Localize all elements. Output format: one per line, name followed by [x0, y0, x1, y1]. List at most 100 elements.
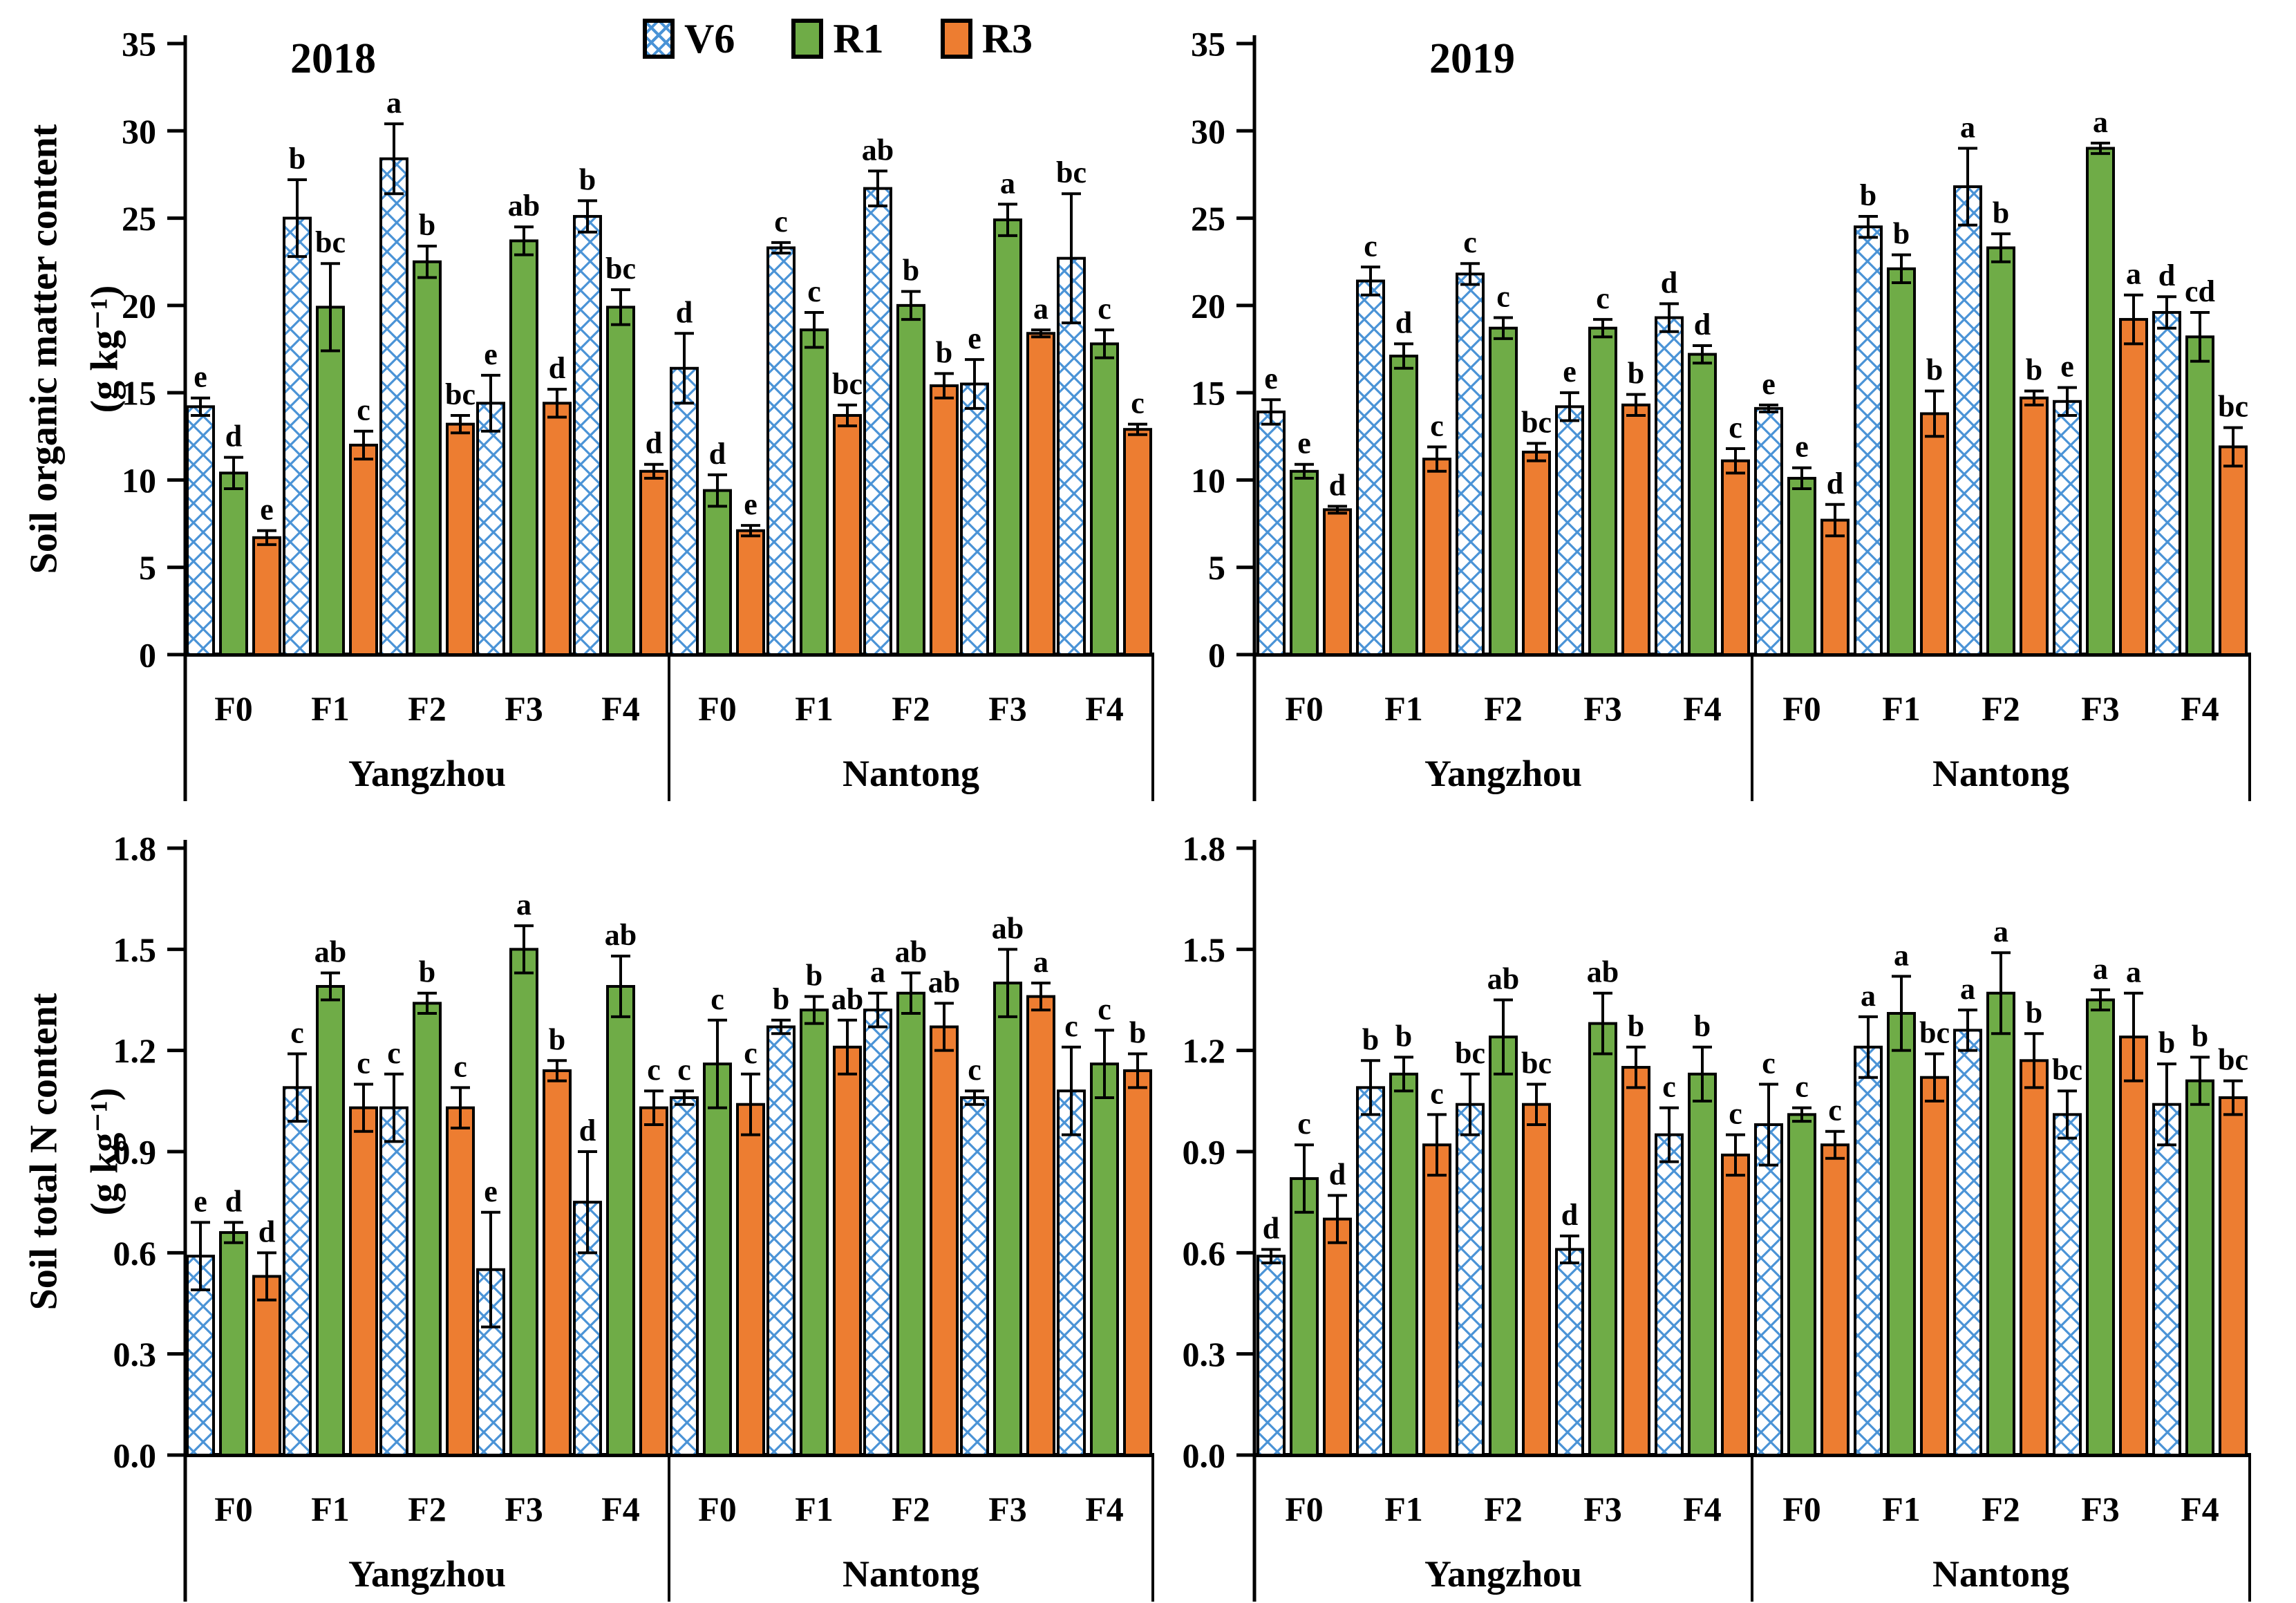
bar-v6: [2152, 310, 2181, 656]
bar-r1: [1887, 267, 1916, 656]
bar-r3: [1920, 1076, 1949, 1456]
bar-r1: [1489, 326, 1518, 656]
bar-r1: [2185, 335, 2214, 656]
sig-letter: ab: [895, 935, 927, 968]
bar-r1: [509, 948, 538, 1457]
bar-r1: [2086, 998, 2115, 1456]
bar-v6: [863, 187, 892, 656]
bar-r3: [930, 384, 959, 656]
sig-letter: b: [1993, 196, 2009, 229]
sig-letter: e: [260, 493, 274, 527]
legend-item-r1: R1: [791, 18, 884, 59]
y-tick-label: 20: [1191, 286, 1225, 325]
sig-letter: e: [1563, 355, 1577, 388]
sig-letter: c: [453, 1049, 467, 1083]
legend-label-r3: R3: [981, 16, 1033, 62]
bar-v6: [2053, 1113, 2082, 1457]
bar-v6: [186, 405, 215, 656]
bar-r3: [1123, 428, 1152, 656]
sig-letter: a: [2126, 257, 2141, 291]
treatment-label: F3: [1583, 1490, 1622, 1528]
y-tick-label: 35: [1191, 25, 1225, 64]
y-axis-label: Soil organic matter content: [23, 124, 66, 574]
sig-letter: a: [870, 955, 885, 989]
sig-letter: b: [1129, 1016, 1146, 1050]
sig-letter: b: [2192, 1019, 2208, 1053]
sig-letter: d: [1561, 1198, 1578, 1232]
y-tick-label: 0: [139, 636, 156, 675]
crosshatch-swatch-icon: [643, 19, 675, 59]
treatment-label: F1: [795, 689, 834, 728]
bar-r3: [446, 422, 475, 656]
bar-r3: [1522, 451, 1551, 656]
treatment-label: F1: [1384, 689, 1423, 728]
bar-r3: [1422, 1143, 1451, 1456]
sig-letter: d: [225, 1184, 242, 1218]
sig-letter: ab: [1587, 955, 1619, 989]
sig-letter: c: [1795, 1070, 1809, 1104]
sig-letter: c: [1064, 1009, 1078, 1043]
y-tick-label: 30: [122, 112, 156, 151]
sig-letter: e: [2060, 350, 2074, 384]
bar-r1: [1588, 326, 1617, 656]
sig-letter: c: [1463, 225, 1477, 259]
sig-letter: c: [677, 1053, 691, 1087]
sig-letter: e: [1297, 426, 1311, 460]
sig-letter: ab: [862, 133, 894, 167]
sig-letter: c: [290, 1016, 304, 1050]
bar-v6: [1257, 1255, 1286, 1456]
bar-v6: [1057, 256, 1086, 657]
sig-letter: c: [1430, 1076, 1444, 1110]
treatment-label: F4: [1085, 689, 1124, 728]
y-tick-label: 0.3: [113, 1335, 157, 1374]
sig-letter: bc: [1521, 1046, 1552, 1080]
bar-r1: [606, 984, 635, 1456]
bar-r1: [1389, 1072, 1418, 1457]
y-tick-label: 5: [139, 548, 156, 587]
sig-letter: c: [1496, 280, 1510, 314]
bar-v6: [960, 1096, 989, 1456]
bar-r1: [413, 260, 442, 656]
y-tick-label: 15: [1191, 374, 1225, 413]
sig-letter: e: [744, 487, 758, 521]
site-label: Nantong: [1932, 1553, 2069, 1595]
sig-letter: a: [1033, 945, 1048, 979]
treatment-label: F3: [505, 1490, 543, 1528]
sig-letter: cd: [2185, 274, 2215, 308]
bar-r3: [1422, 458, 1451, 656]
bar-r3: [2119, 1035, 2148, 1456]
bar-r1: [1986, 991, 2015, 1456]
sig-letter: c: [1297, 1107, 1311, 1141]
sig-letter: a: [386, 86, 402, 120]
sig-letter: d: [709, 437, 726, 471]
bar-r1: [703, 1062, 732, 1456]
bar-r3: [349, 443, 378, 657]
sig-letter: a: [1993, 915, 2008, 948]
sig-letter: b: [419, 955, 435, 989]
treatment-label: F3: [505, 689, 543, 728]
bar-r3: [1920, 412, 1949, 656]
y-tick-label: 10: [122, 461, 156, 500]
treatment-label: F4: [601, 689, 640, 728]
y-tick-label: 15: [122, 374, 156, 413]
treatment-label: F2: [408, 1490, 446, 1528]
sig-letter: ab: [314, 935, 346, 968]
treatment-label: F4: [2181, 689, 2219, 728]
bar-r3: [1820, 1143, 1850, 1456]
bar-r3: [1522, 1103, 1551, 1456]
sig-letter: b: [1628, 357, 1644, 391]
sig-letter: d: [579, 1114, 596, 1147]
y-tick-label: 5: [1208, 548, 1225, 587]
bar-r1: [316, 306, 345, 656]
y-tick-label: 20: [122, 286, 156, 325]
bar-r3: [833, 413, 862, 657]
sig-letter: d: [1694, 308, 1711, 341]
bar-r1: [316, 984, 345, 1456]
sig-letter: c: [1098, 292, 1111, 326]
treatment-label: F1: [311, 689, 350, 728]
sig-letter: a: [1000, 166, 1015, 200]
treatment-label: F3: [2081, 1490, 2120, 1528]
sig-letter: a: [2093, 105, 2108, 139]
